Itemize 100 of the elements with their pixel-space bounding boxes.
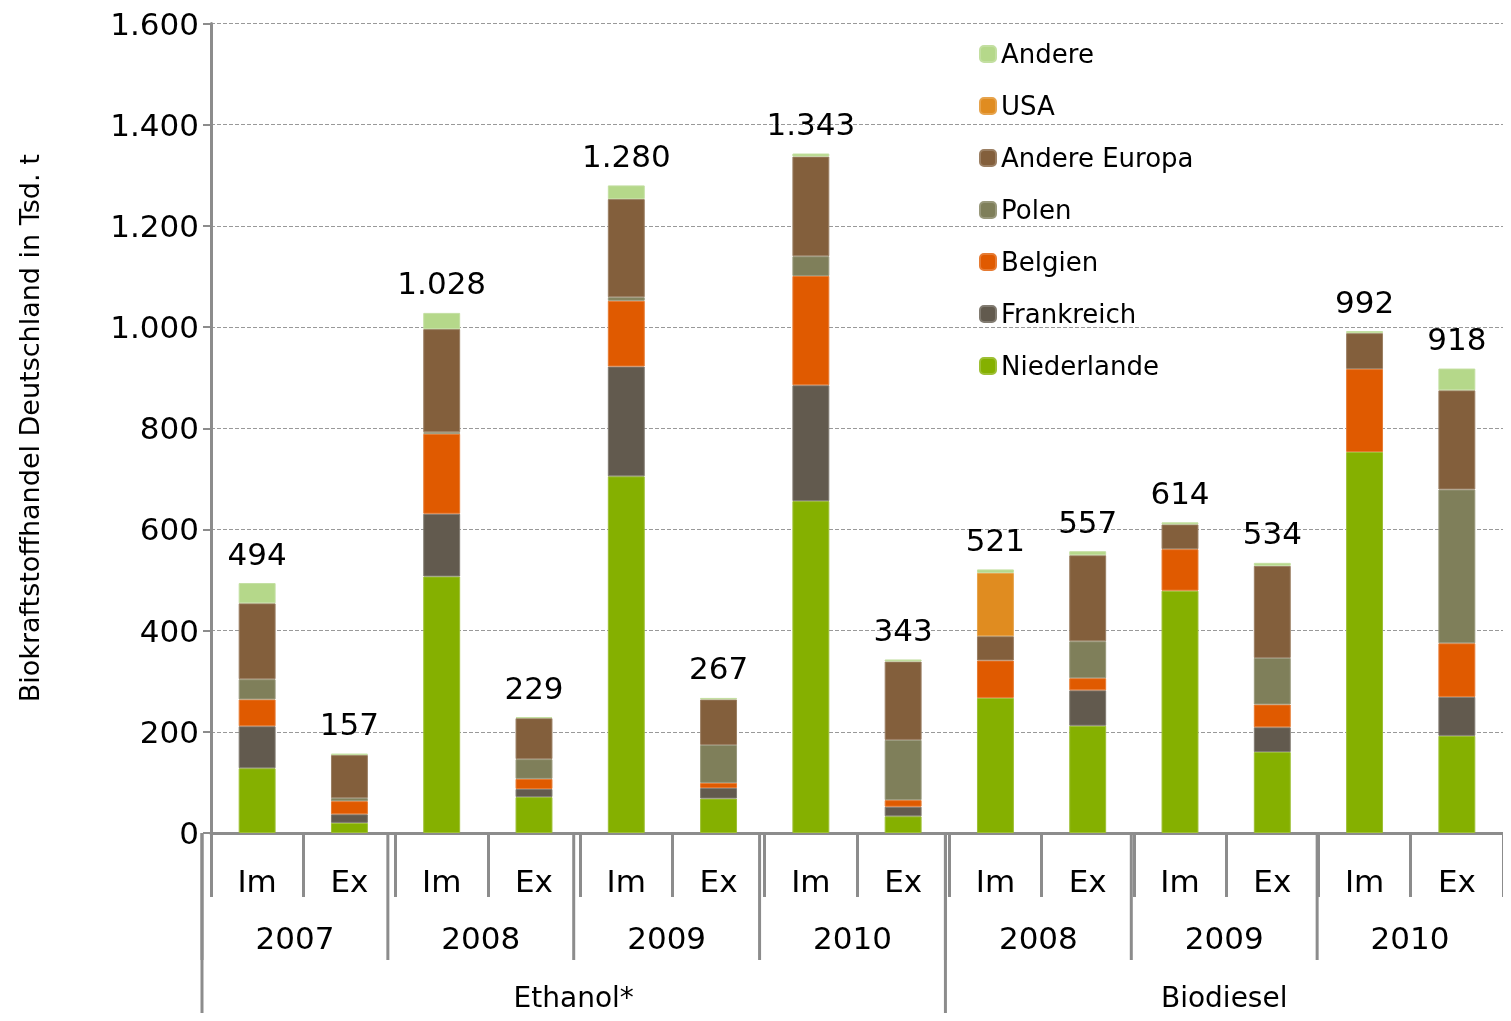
x-tick-label: Im [975, 862, 1016, 899]
y-tick-label: 600 [139, 511, 199, 548]
text: Ethanol* [513, 980, 634, 1014]
total-label: 229 [504, 669, 564, 706]
bar [423, 329, 461, 433]
legend-label: Belgien [1001, 247, 1099, 277]
x-tick-label: Im [1344, 862, 1385, 899]
bar [884, 816, 922, 833]
bar [607, 366, 645, 477]
y-tick-label: 200 [139, 713, 199, 750]
x-tick-label: Ex [699, 862, 738, 899]
x-tick-label: Im [791, 862, 831, 899]
bar [1069, 690, 1107, 726]
bar [238, 699, 276, 727]
legend-label: Niederlande [1001, 351, 1159, 381]
x-tick-label: Ex [330, 862, 369, 899]
y-tick-label: 800 [139, 410, 199, 447]
x-tick-label: Im [1160, 862, 1200, 899]
bar [1253, 704, 1291, 728]
bar [330, 755, 368, 799]
text: 2008 [998, 920, 1078, 956]
bar [792, 153, 830, 157]
bar [1438, 368, 1476, 391]
bar [238, 679, 276, 700]
bar [238, 583, 276, 604]
total-label: 534 [1242, 515, 1302, 552]
bar [238, 726, 276, 769]
bar [700, 744, 738, 783]
bar [1161, 590, 1199, 833]
bar [1069, 641, 1107, 679]
x-tick-label: Im [422, 862, 462, 899]
bar [1253, 657, 1291, 705]
bar [1346, 333, 1384, 370]
bar [1253, 752, 1291, 833]
legend-label: Polen [1001, 195, 1072, 225]
bar [1438, 390, 1476, 490]
text: 2008 [441, 920, 521, 956]
text: Biodiesel [1160, 980, 1288, 1014]
bar [700, 699, 738, 745]
bar [238, 603, 276, 680]
y-tick-label: 1.200 [110, 207, 199, 244]
bar [976, 572, 1014, 637]
x-tick-label: Ex [1068, 862, 1107, 899]
bar [1069, 555, 1107, 642]
bar [884, 739, 922, 801]
bar [607, 297, 645, 301]
total-label: 614 [1150, 474, 1210, 511]
bar [330, 814, 368, 823]
total-label: 267 [688, 650, 749, 687]
text: 2010 [1370, 920, 1450, 956]
bar [1161, 549, 1199, 591]
y-tick-label: 1.600 [110, 5, 199, 42]
bar [423, 433, 461, 514]
bar [1069, 725, 1107, 833]
bar [976, 569, 1014, 573]
legend-label: Frankreich [1001, 299, 1137, 329]
text: 2009 [1184, 920, 1264, 956]
bar [238, 768, 276, 833]
bar [884, 806, 922, 817]
bar [1069, 678, 1107, 691]
total-label: 1.280 [581, 137, 671, 174]
bar [792, 156, 830, 257]
total-label: 157 [319, 706, 380, 743]
bar [330, 798, 368, 802]
text: 2007 [255, 920, 335, 956]
total-label: 494 [227, 535, 287, 572]
total-label: 343 [873, 611, 933, 648]
legend-label: Andere [1001, 39, 1094, 69]
bar [1253, 565, 1291, 658]
bar [607, 199, 645, 298]
bar [607, 185, 645, 200]
total-label: 1.028 [397, 265, 487, 302]
total-label: 521 [965, 521, 1026, 558]
bar [1069, 551, 1107, 556]
legend-label: Andere Europa [1001, 143, 1194, 173]
bar [700, 787, 738, 799]
total-label: 1.343 [766, 106, 856, 143]
bar [976, 660, 1014, 698]
bar [884, 661, 922, 740]
legend-label: USA [1001, 91, 1056, 121]
bar [976, 697, 1014, 833]
bar [1346, 369, 1384, 453]
x-tick-label: Ex [1253, 862, 1292, 899]
x-tick-label: Im [237, 862, 277, 899]
bar [792, 501, 830, 833]
text: 2009 [627, 920, 707, 956]
x-tick-label: Ex [515, 862, 553, 899]
x-tick-label: Im [606, 862, 646, 899]
bar [423, 312, 461, 330]
bar [607, 300, 645, 367]
bar [700, 782, 738, 788]
bar [792, 275, 830, 386]
bar [1438, 735, 1476, 833]
bar [1253, 562, 1291, 566]
bar [1438, 489, 1476, 644]
bar [1438, 696, 1476, 736]
total-label: 992 [1334, 283, 1395, 320]
y-axis-title: Biokraftstoffhandel Deutschland in Tsd. t [14, 154, 45, 703]
bar [515, 797, 553, 833]
bar [792, 385, 830, 502]
